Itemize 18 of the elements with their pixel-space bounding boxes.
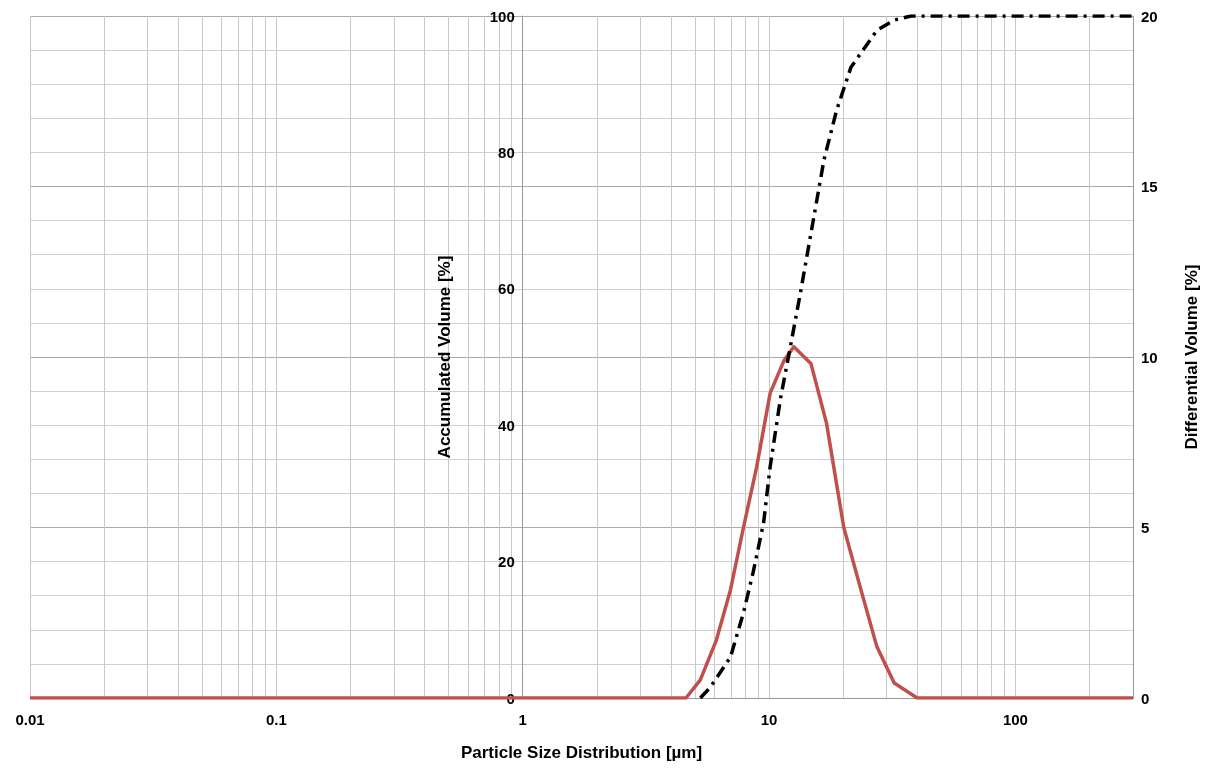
y-tick-label: 60 [498,280,515,298]
y-tick-label: 100 [489,7,515,25]
x-tick-label: 0.01 [15,711,45,728]
y2-tick-label: 15 [1141,178,1158,195]
x-tick-label: 10 [760,711,778,728]
y-tick-label: 20 [498,553,515,571]
y2-tick-label: 5 [1141,519,1150,536]
y-tick-label: 80 [498,143,515,161]
y2-axis-title: Differential Volume [%] [1182,264,1201,450]
y2-tick-label: 0 [1141,689,1150,707]
x-tick-label: 0.1 [265,711,287,728]
y-tick-label: 40 [498,416,515,434]
y2-tick-label: 20 [1141,7,1158,25]
x-axis-title: Particle Size Distribution [µm] [460,743,703,762]
y2-tick-label: 10 [1141,348,1158,366]
x-tick-label: 1 [518,711,527,728]
y-axis-title: Accumulated Volume [%] [434,255,454,459]
x-tick-label: 100 [1002,711,1028,728]
